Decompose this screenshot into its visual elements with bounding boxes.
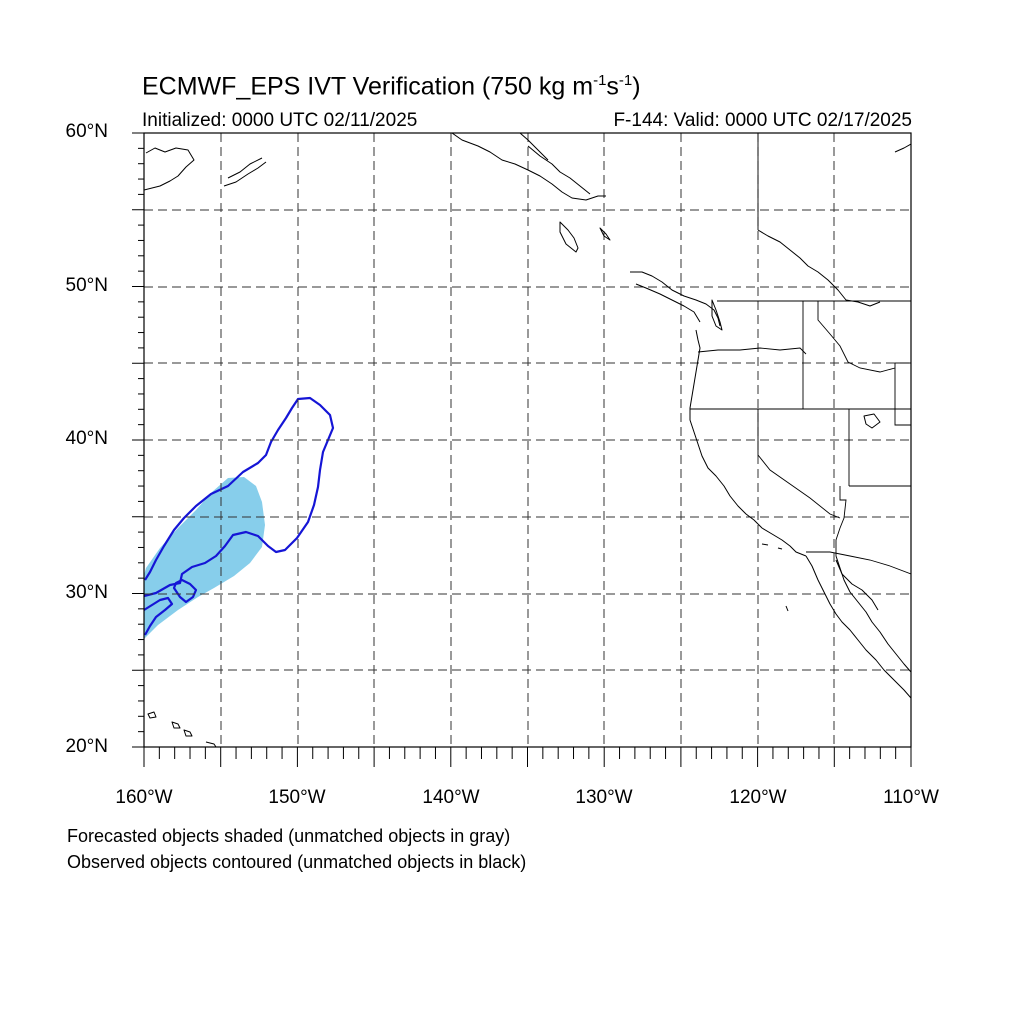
observed-ivt-contour-inner xyxy=(172,578,198,604)
axis-ticks xyxy=(132,132,912,767)
lon-label-150w: 150°W xyxy=(268,787,326,808)
lat-label-20n: 20°N xyxy=(65,736,108,757)
lon-label-110w: 110°W xyxy=(883,787,939,808)
note-observed: Observed objects contoured (unmatched ob… xyxy=(67,852,527,872)
political-boundaries xyxy=(690,133,911,575)
valid-time-label: F-144: Valid: 0000 UTC 02/17/2025 xyxy=(613,110,912,131)
init-time-label: Initialized: 0000 UTC 02/11/2025 xyxy=(142,110,418,131)
graticule xyxy=(144,133,911,747)
lat-label-50n: 50°N xyxy=(65,275,108,296)
coastlines xyxy=(144,133,911,747)
note-forecast: Forecasted objects shaded (unmatched obj… xyxy=(67,826,511,846)
forecast-ivt-object xyxy=(144,477,265,639)
lat-label-60n: 60°N xyxy=(65,121,108,142)
lat-label-40n: 40°N xyxy=(65,428,108,449)
plot-frame xyxy=(143,132,912,748)
lon-label-120w: 120°W xyxy=(729,787,787,808)
lon-label-140w: 140°W xyxy=(422,787,480,808)
map-title: ECMWF_EPS IVT Verification (750 kg m-1s-… xyxy=(142,72,641,101)
observed-ivt-contour-south xyxy=(144,596,174,636)
lat-label-30n: 30°N xyxy=(65,582,108,603)
lon-label-160w: 160°W xyxy=(115,787,173,808)
lon-label-130w: 130°W xyxy=(575,787,633,808)
